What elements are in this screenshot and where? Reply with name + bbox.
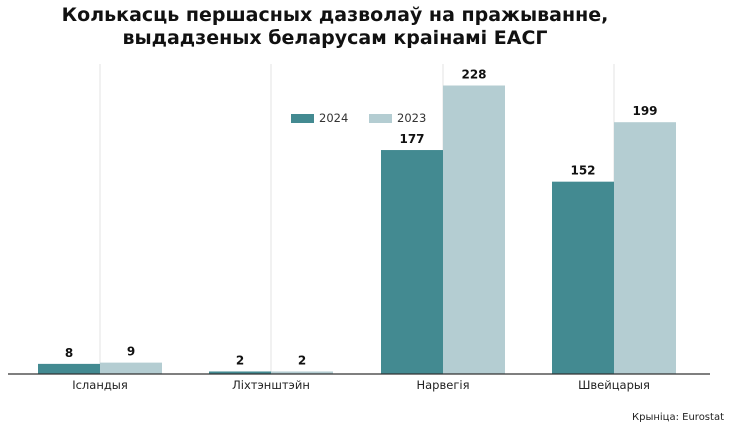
legend-swatch-2024	[291, 114, 314, 123]
bar-2023-0	[100, 362, 162, 374]
bar-2024-1	[209, 371, 271, 374]
chart-title: Колькасць першасных дазволаў на пражыван…	[0, 4, 670, 50]
legend-swatch-2023	[369, 114, 392, 123]
legend-label-2023: 2023	[397, 111, 426, 125]
chart-title-line-1: Колькасць першасных дазволаў на пражыван…	[61, 4, 609, 26]
data-label: 8	[65, 346, 73, 360]
tick-label-x: Ліхтэнштэйн	[232, 378, 310, 392]
data-label: 177	[399, 132, 424, 146]
legend-label-2024: 2024	[319, 111, 348, 125]
data-label: 228	[461, 68, 486, 82]
bar-2023-2	[443, 85, 505, 375]
source-note: Крыніца: Eurostat	[632, 412, 724, 423]
bar-2024-0	[38, 363, 100, 374]
chart-title-line-2: выдадзеных беларусам краінамі ЕАСГ	[122, 27, 548, 49]
bar-2024-2	[381, 150, 443, 374]
data-label: 152	[570, 164, 595, 178]
tick-label-x: Швейцарыя	[578, 378, 650, 392]
tick-label-x: Ісландыя	[72, 378, 128, 392]
bar-2023-1	[271, 371, 333, 374]
data-label: 2	[236, 353, 244, 367]
data-label: 199	[632, 104, 657, 118]
bar-2023-3	[614, 122, 676, 375]
bar-2024-3	[552, 181, 614, 374]
tick-label-x: Нарвегія	[416, 378, 469, 392]
data-label: 9	[127, 345, 135, 359]
data-label: 2	[298, 353, 306, 367]
